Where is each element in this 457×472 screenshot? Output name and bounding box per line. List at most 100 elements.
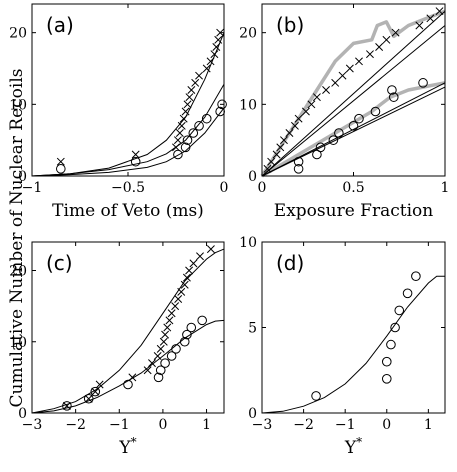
panel-d-x-tick-label: −1 xyxy=(335,417,356,433)
panel-a-x-marker xyxy=(202,64,211,73)
panel-c-x-marker xyxy=(177,287,186,296)
panel-d-x-tick-label: −2 xyxy=(293,417,314,433)
panel-a-circle-marker xyxy=(130,156,141,167)
panel-c-axes-frame xyxy=(31,241,225,414)
panel-c-x-tick-label: −2 xyxy=(65,417,86,433)
panel-c-x-marker xyxy=(148,359,156,368)
panel-b-x-marker xyxy=(338,71,347,80)
panel-c-circle-marker xyxy=(197,315,207,326)
panel-b-x-axis-label: Exposure Fraction xyxy=(274,201,433,221)
panel-c-x-marker xyxy=(143,366,152,375)
panel-c-circle-marker xyxy=(155,365,166,376)
panel-b-model-line-1 xyxy=(261,25,446,177)
panel-b-model-line-3 xyxy=(261,86,446,177)
panel-c-x-tick-label: 1 xyxy=(202,417,211,433)
panel-c-circle-marker xyxy=(166,351,177,361)
panel-a-x-marker xyxy=(175,129,184,137)
panel-b-x-marker xyxy=(294,114,303,123)
panel-d-circle-marker xyxy=(390,322,400,333)
panel-c-circle-marker xyxy=(153,372,164,383)
panel-c-x-marker xyxy=(159,337,168,346)
panel-a-circle-marker xyxy=(217,99,227,110)
panel-c-x-marker xyxy=(206,245,215,254)
panel-a-x-axis-label: Time of Veto (ms) xyxy=(52,201,204,221)
panel-a-x-marker xyxy=(185,93,194,102)
panel-b-x-marker xyxy=(263,164,272,173)
panel-b-x-marker xyxy=(290,121,299,130)
panel-b-x-marker xyxy=(276,143,285,152)
panel-c-circle-marker xyxy=(83,393,94,404)
panel-b-x-marker xyxy=(331,78,340,87)
panel-c-x-marker xyxy=(171,302,180,311)
panel-a-circle-marker xyxy=(56,164,66,174)
panel-a-model-line-1 xyxy=(31,84,225,177)
panel-a-y-tick-label: 20 xyxy=(9,26,27,42)
panel-a-circle-marker xyxy=(194,121,204,131)
panel-b-circle-marker xyxy=(293,156,304,167)
panel-c-circle-marker xyxy=(171,344,181,354)
panel-d-y-tick-label: 0 xyxy=(248,406,257,422)
panel-c-x-marker xyxy=(185,266,194,275)
panel-c-y-tick-label: 20 xyxy=(9,264,27,280)
panel-c-x-marker xyxy=(156,344,165,353)
panel-a-label: (a) xyxy=(46,13,74,37)
panel-b-circle-marker xyxy=(418,78,428,88)
panel-b-y-tick-label: 0 xyxy=(248,169,257,185)
panel-c-x-marker xyxy=(84,394,93,403)
panel-b-circle-marker xyxy=(387,85,397,95)
panel-d-y-tick-label: 10 xyxy=(239,235,257,251)
panel-d-circle-marker xyxy=(381,374,392,384)
panel-b-x-marker xyxy=(355,57,363,66)
panel-d-circle-marker xyxy=(411,271,421,282)
panel-a: −1 −0.5 0 0 10 20 (a) Time of Veto (ms) xyxy=(9,3,228,221)
panel-b-circle-marker xyxy=(370,106,381,117)
panel-d-x-tick-label: −3 xyxy=(252,417,273,433)
panel-a-model-line-2 xyxy=(31,107,225,177)
panel-c-x-marker xyxy=(91,387,100,396)
panel-a-x-tick-label: −1 xyxy=(22,180,43,196)
panel-d-x-tick-label: 1 xyxy=(424,417,433,433)
panel-a-x-marker xyxy=(177,121,186,130)
panel-c-circle-marker xyxy=(123,379,133,390)
panel-b-x-marker xyxy=(267,157,276,166)
panel-a-x-marker xyxy=(179,114,188,123)
panel-b-x-marker xyxy=(435,7,444,16)
panel-b-model-line-0 xyxy=(261,10,446,177)
panel-a-model-line-0 xyxy=(31,32,225,177)
panel-d-x-axis-label: Y* xyxy=(344,435,362,458)
panel-b-y-tick-label: 20 xyxy=(239,26,257,42)
panel-c-x-marker xyxy=(189,259,198,268)
panel-c-y-tick-label: 0 xyxy=(18,406,27,422)
panel-a-x-marker xyxy=(212,43,221,51)
panel-b-circle-marker xyxy=(388,92,399,102)
panel-d-x-tick-label: 0 xyxy=(382,417,391,433)
panel-b-circle-marker xyxy=(334,128,344,138)
panel-c-label: (c) xyxy=(46,251,73,275)
panel-c-x-marker xyxy=(95,380,104,389)
panel-c-x-tick-label: −3 xyxy=(22,417,43,433)
panel-b-x-tick-label: 0 xyxy=(258,180,267,196)
panel-b-y-tick-label: 10 xyxy=(239,97,257,113)
panel-b-x-marker xyxy=(307,100,316,109)
panel-a-x-marker xyxy=(56,157,65,166)
panel-b-x-tick-label: 1 xyxy=(441,180,450,196)
panel-c-x-tick-label: 0 xyxy=(158,417,167,433)
panel-d-label: (d) xyxy=(276,251,304,275)
panel-d-y-tick-label: 5 xyxy=(248,321,257,337)
panel-a-circle-marker xyxy=(182,135,193,145)
panel-b-circle-marker xyxy=(315,142,326,153)
panel-b-x-marker xyxy=(375,43,384,51)
panel-b-x-marker xyxy=(272,150,281,159)
panel-b-x-marker xyxy=(301,107,310,116)
panel-a-x-marker xyxy=(131,150,140,159)
panel-d-circle-marker xyxy=(394,305,405,316)
panel-b-x-marker xyxy=(382,35,391,44)
panel-c-x-marker xyxy=(128,373,137,382)
panel-c-circle-marker xyxy=(179,336,190,347)
panel-a-circle-marker xyxy=(201,113,212,124)
panel-a-x-marker xyxy=(181,107,190,116)
panel-b-circle-marker xyxy=(348,121,359,131)
